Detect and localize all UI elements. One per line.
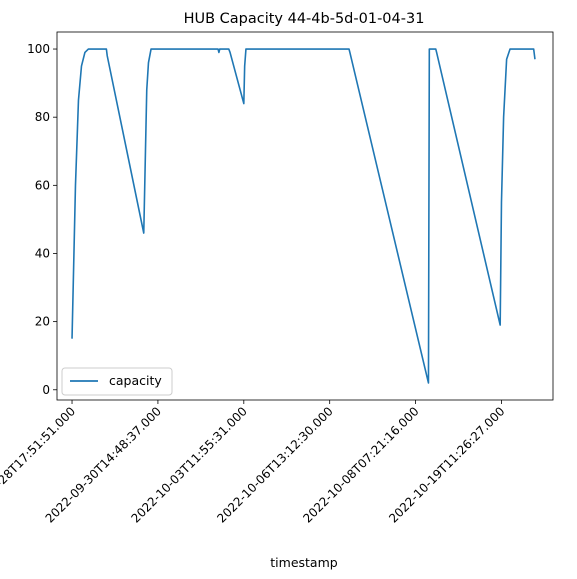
series-line-capacity <box>71 48 536 384</box>
y-tick-label-100: 100 <box>27 42 50 56</box>
chart-title: HUB Capacity 44-4b-5d-01-04-31 <box>184 11 425 27</box>
plot-frame <box>56 31 554 401</box>
legend-label-capacity: capacity <box>109 373 162 388</box>
y-tick-label-60: 60 <box>35 178 50 192</box>
y-tick-label-80: 80 <box>35 110 50 124</box>
plot-area <box>56 31 554 401</box>
x-axis: 2022-09-28T17:51:51.0002022-09-30T14:48:… <box>0 400 508 526</box>
y-tick-label-20: 20 <box>35 315 50 329</box>
x-axis-label: timestamp <box>270 555 337 570</box>
y-tick-label-0: 0 <box>42 383 50 397</box>
legend-box <box>61 367 173 396</box>
y-axis: 0 20 40 60 80 100 <box>27 42 57 397</box>
legend: capacity <box>61 367 173 396</box>
y-tick-label-40: 40 <box>35 246 50 260</box>
